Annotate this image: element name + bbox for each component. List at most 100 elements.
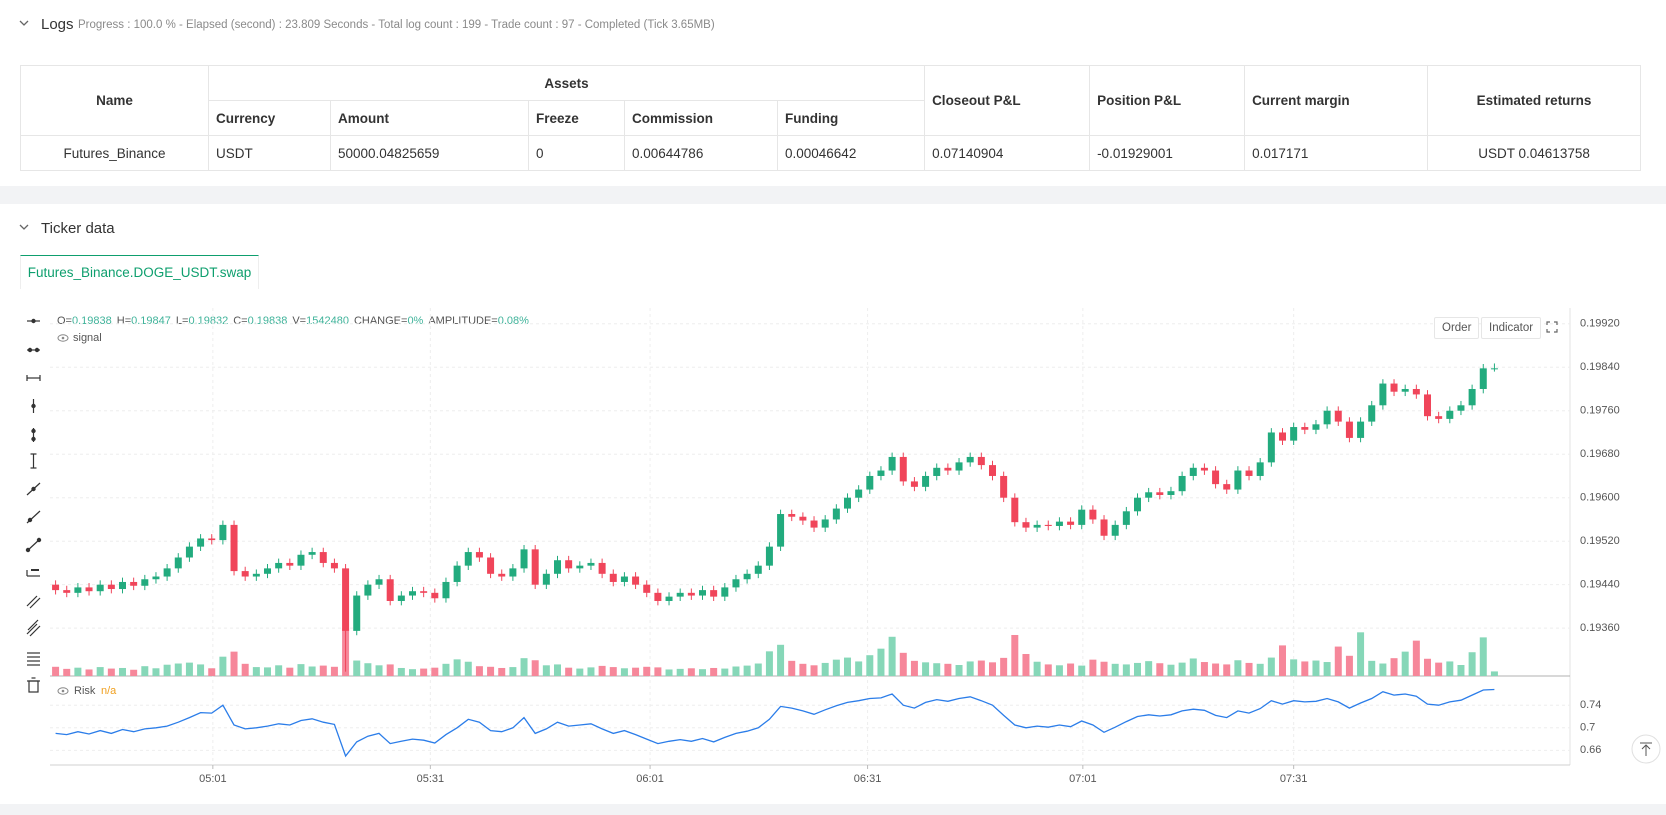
volume-bar [1401, 651, 1409, 676]
chevron[interactable] [14, 14, 54, 54]
tool-icon[interactable] [26, 510, 41, 524]
tool-icon[interactable] [27, 347, 40, 353]
candle-body [855, 489, 863, 498]
tool-icon[interactable] [26, 595, 41, 609]
candle-body [1301, 427, 1309, 430]
tool-icon[interactable] [27, 677, 40, 693]
fullscreen-icon[interactable] [1545, 320, 1559, 334]
candle-body [620, 576, 628, 582]
order-button[interactable]: Order [1434, 317, 1480, 339]
x-tick-label: 07:31 [1280, 773, 1308, 785]
candle-body [509, 568, 517, 577]
candle-body [409, 591, 416, 596]
volume-bar [1033, 661, 1041, 676]
risk-tick-label: 0.74 [1580, 699, 1601, 711]
tool-icon[interactable] [25, 537, 42, 553]
candle-body [609, 573, 617, 582]
volume-bar [888, 636, 896, 676]
y-tick-label: 0.19360 [1580, 622, 1620, 634]
volume-bar [1189, 658, 1197, 676]
candle-body [1390, 383, 1398, 392]
volume-bar [509, 667, 517, 676]
candle-body [386, 579, 394, 601]
volume-bar [765, 651, 773, 676]
candle-body [1323, 410, 1331, 425]
candle-body [866, 475, 874, 490]
candle-body [174, 557, 182, 569]
volume-bar [185, 662, 193, 676]
volume-bar [1368, 660, 1376, 676]
volume-bar [1334, 646, 1342, 676]
candle-body [431, 592, 439, 599]
indicator-button[interactable]: Indicator [1481, 317, 1542, 339]
tool-icon[interactable] [27, 652, 40, 666]
candle-body [252, 573, 260, 577]
legend-risk: Risk n/a [57, 685, 117, 697]
candle-body [643, 584, 651, 593]
candle-body [1345, 421, 1353, 438]
y-tick-label: 0.19600 [1580, 492, 1620, 504]
cell: 0 [528, 135, 625, 171]
candle-body [1145, 492, 1153, 498]
tool-icon[interactable] [26, 375, 41, 381]
tool-icon[interactable] [26, 482, 41, 496]
volume-bar [74, 667, 82, 676]
eye-icon[interactable] [57, 334, 69, 342]
volume-bar [542, 665, 550, 676]
volume-bar [397, 667, 405, 676]
candle-body [330, 562, 338, 569]
candle-body [977, 456, 985, 466]
candle-body [1368, 405, 1376, 422]
cell: 0.00046642 [776, 135, 926, 171]
tool-icon[interactable] [31, 428, 36, 442]
candle-body [52, 584, 60, 591]
chevron[interactable] [14, 218, 54, 258]
tool-icon[interactable] [26, 619, 41, 637]
candle-body [241, 571, 249, 577]
volume-bar [230, 651, 238, 676]
candle-body [1256, 462, 1264, 476]
legend-label: signal [73, 332, 102, 344]
volume-bar [687, 668, 695, 676]
tool-icon[interactable] [31, 399, 36, 413]
scroll-top[interactable] [1631, 734, 1661, 764]
tool-icon[interactable] [26, 569, 40, 577]
volume-bar [275, 665, 283, 676]
subheader-cell: Commission [624, 100, 778, 136]
candle-body [1312, 424, 1320, 430]
candle-body [899, 456, 907, 482]
candle-body [96, 584, 104, 592]
volume-bar [264, 667, 271, 676]
volume-bar [1312, 660, 1320, 676]
volume-bar [1111, 663, 1119, 676]
risk-line [55, 688, 1495, 758]
candle-body [219, 524, 227, 541]
info-value: 0% [407, 315, 423, 327]
risk-tick-label: 0.7 [1580, 722, 1595, 734]
ticker-tab[interactable]: Futures_Binance.DOGE_USDT.swap [20, 255, 259, 289]
volume-bar [1301, 661, 1309, 676]
volume-bar [944, 663, 952, 676]
volume-bar [252, 667, 260, 676]
candle-body [1446, 410, 1454, 419]
tool-icon[interactable] [30, 453, 37, 469]
eye-icon[interactable] [57, 687, 69, 695]
candle-body [1156, 492, 1164, 495]
volume-bar [219, 656, 227, 676]
volume-bar [910, 660, 918, 676]
candle-body [1267, 432, 1275, 463]
volume-bar [1323, 662, 1331, 676]
volume-bar [152, 668, 160, 676]
tool-icon[interactable] [27, 318, 40, 324]
volume-bar [1357, 632, 1365, 676]
candle-body [163, 568, 171, 577]
volume-bar [1234, 660, 1242, 676]
volume-bar [1067, 663, 1075, 676]
candle-body [821, 519, 829, 528]
candle-body [721, 587, 729, 597]
cell: Futures_Binance [20, 135, 209, 171]
volume-bar [364, 663, 372, 676]
volume-bar [955, 665, 963, 676]
